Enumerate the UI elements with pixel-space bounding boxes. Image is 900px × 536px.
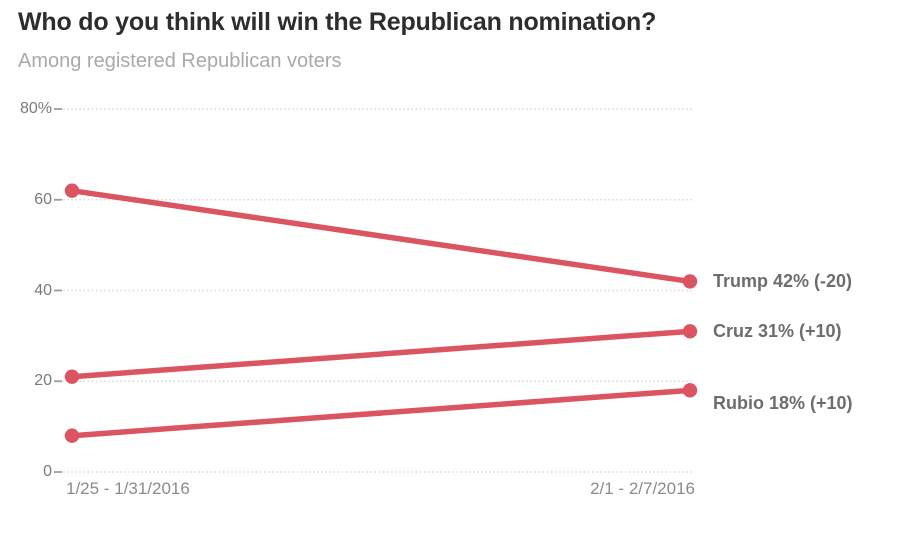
- trump-line: [71, 187, 691, 285]
- cruz-line: [71, 328, 691, 380]
- series-label-rubio: Rubio 18% (+10): [713, 393, 853, 414]
- trump-dot-0: [64, 183, 80, 198]
- y-tick-label-40: 40: [34, 281, 52, 299]
- rubio-dot-0: [64, 428, 80, 443]
- y-tick-label-60: 60: [34, 190, 52, 208]
- x-axis-label-week1: 1/25 - 1/31/2016: [66, 479, 190, 498]
- cruz-dot-1: [682, 324, 698, 339]
- x-axis-label-week2: 2/1 - 2/7/2016: [590, 479, 695, 498]
- series-label-trump: Trump 42% (-20): [713, 271, 853, 292]
- cruz-dot-0: [64, 369, 80, 384]
- chart-title: Who do you think will win the Republican…: [18, 8, 657, 36]
- rubio-line: [71, 387, 691, 439]
- y-tick-label-0: 0: [43, 463, 52, 480]
- chart-subtitle: Among registered Republican voters: [18, 50, 342, 72]
- trump-dot-1: [682, 274, 698, 289]
- y-tick-label-80: 80%: [19, 100, 52, 117]
- rubio-dot-1: [682, 383, 698, 398]
- series-label-cruz: Cruz 31% (+10): [713, 321, 842, 342]
- y-tick-label-20: 20: [34, 372, 52, 390]
